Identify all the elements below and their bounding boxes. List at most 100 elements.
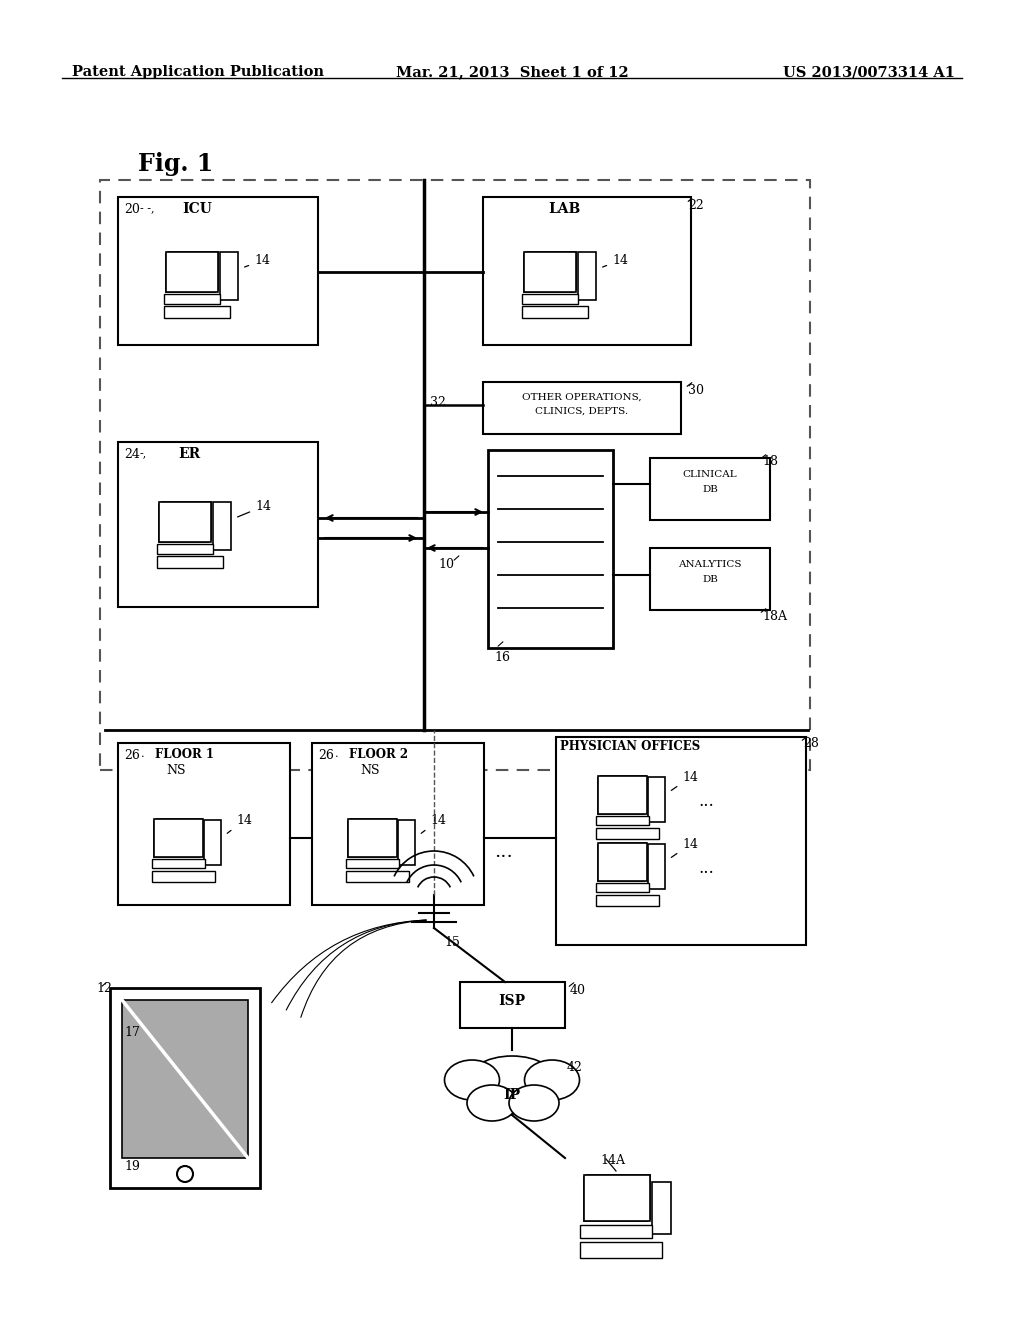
Text: 26: 26 xyxy=(318,748,334,762)
Text: 14: 14 xyxy=(602,253,628,267)
Text: 14: 14 xyxy=(238,500,271,517)
Text: ISP: ISP xyxy=(499,994,525,1008)
Bar xyxy=(152,859,205,869)
Text: 14: 14 xyxy=(227,814,252,833)
Text: Fig. 1: Fig. 1 xyxy=(138,152,213,176)
Bar xyxy=(213,502,231,550)
Text: 14: 14 xyxy=(672,771,698,791)
Bar xyxy=(596,828,659,840)
Text: IP: IP xyxy=(504,1088,520,1102)
Text: 14: 14 xyxy=(245,253,270,267)
Text: ...: ... xyxy=(698,793,714,810)
Bar xyxy=(580,1242,662,1258)
Ellipse shape xyxy=(524,1060,580,1100)
Polygon shape xyxy=(154,818,202,857)
Text: CLINICAL: CLINICAL xyxy=(683,470,737,479)
Bar xyxy=(648,777,665,822)
Text: 40: 40 xyxy=(570,983,586,997)
Bar xyxy=(164,294,220,304)
Text: LAB: LAB xyxy=(548,202,581,216)
Bar xyxy=(483,381,681,434)
Bar xyxy=(488,450,613,648)
Text: ER: ER xyxy=(178,447,200,461)
Bar xyxy=(220,252,238,300)
Ellipse shape xyxy=(509,1085,559,1121)
Text: 14A: 14A xyxy=(600,1154,625,1167)
Text: $\cdot$: $\cdot$ xyxy=(140,750,144,760)
Text: Mar. 21, 2013  Sheet 1 of 12: Mar. 21, 2013 Sheet 1 of 12 xyxy=(395,65,629,79)
Text: NS: NS xyxy=(166,764,185,777)
Bar xyxy=(164,306,230,318)
Bar xyxy=(584,1175,650,1221)
Text: -,: -, xyxy=(140,449,147,459)
Text: 17: 17 xyxy=(124,1026,140,1039)
Bar xyxy=(652,1181,671,1234)
Text: 22: 22 xyxy=(688,199,703,213)
Ellipse shape xyxy=(465,1056,559,1114)
Bar xyxy=(100,180,810,770)
Text: US 2013/0073314 A1: US 2013/0073314 A1 xyxy=(783,65,955,79)
Text: 18: 18 xyxy=(762,455,778,469)
Text: ICU: ICU xyxy=(182,202,212,216)
Polygon shape xyxy=(166,252,218,292)
Text: PHYSICIAN OFFICES: PHYSICIAN OFFICES xyxy=(560,741,700,752)
Text: $\cdot$: $\cdot$ xyxy=(334,750,338,760)
Ellipse shape xyxy=(444,1060,500,1100)
Ellipse shape xyxy=(467,1085,517,1121)
Bar xyxy=(596,883,649,892)
Text: FLOOR 1: FLOOR 1 xyxy=(155,748,214,762)
Bar xyxy=(157,556,223,568)
Bar xyxy=(596,816,649,825)
Bar xyxy=(152,871,215,882)
Text: 15: 15 xyxy=(444,936,460,949)
Text: FLOOR 2: FLOOR 2 xyxy=(349,748,409,762)
Bar xyxy=(648,843,665,888)
Text: 24: 24 xyxy=(124,447,140,461)
Text: CLINICS, DEPTS.: CLINICS, DEPTS. xyxy=(536,407,629,416)
Text: 12: 12 xyxy=(96,982,112,995)
Bar xyxy=(118,743,290,906)
Text: 19: 19 xyxy=(124,1160,140,1173)
Polygon shape xyxy=(598,776,646,814)
Bar xyxy=(159,502,211,543)
Bar xyxy=(118,442,318,607)
Bar xyxy=(598,776,647,814)
Text: 42: 42 xyxy=(567,1061,583,1074)
Bar xyxy=(398,820,415,865)
Bar xyxy=(460,982,565,1028)
Text: ...: ... xyxy=(698,861,714,876)
Text: ...: ... xyxy=(494,843,512,861)
Text: OTHER OPERATIONS,: OTHER OPERATIONS, xyxy=(522,393,642,403)
Text: DB: DB xyxy=(702,576,718,583)
Text: 26: 26 xyxy=(124,748,140,762)
Bar xyxy=(483,197,691,345)
Bar xyxy=(348,818,397,857)
Bar xyxy=(154,818,203,857)
Polygon shape xyxy=(159,502,211,543)
Bar xyxy=(110,987,260,1188)
Text: 14: 14 xyxy=(672,838,698,858)
Bar xyxy=(118,197,318,345)
Polygon shape xyxy=(348,818,396,857)
Text: - -,: - -, xyxy=(140,205,155,214)
Bar xyxy=(598,843,647,880)
Bar xyxy=(556,737,806,945)
Bar xyxy=(578,252,596,300)
Text: 14: 14 xyxy=(421,814,446,833)
Bar xyxy=(522,294,578,304)
Bar xyxy=(166,252,218,292)
Text: 20: 20 xyxy=(124,203,140,216)
Bar xyxy=(157,544,213,554)
Text: 28: 28 xyxy=(803,737,819,750)
Polygon shape xyxy=(524,252,575,292)
Polygon shape xyxy=(598,843,646,880)
Bar xyxy=(650,458,770,520)
Polygon shape xyxy=(584,1175,650,1221)
Bar xyxy=(312,743,484,906)
Bar xyxy=(522,306,588,318)
Bar xyxy=(346,871,409,882)
Bar xyxy=(524,252,575,292)
Text: DB: DB xyxy=(702,484,718,494)
Bar xyxy=(650,548,770,610)
Bar xyxy=(580,1225,652,1238)
